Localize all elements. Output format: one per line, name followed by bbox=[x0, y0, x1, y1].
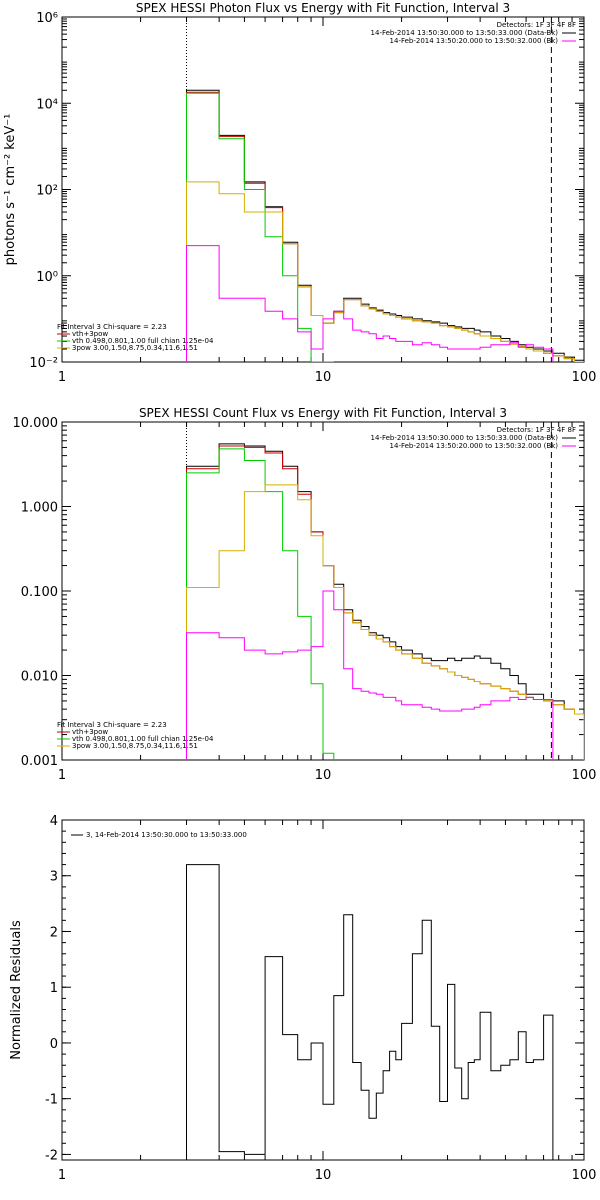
legend-entry: 3, 14-Feb-2014 13:50:30.000 to 13:50:33.… bbox=[86, 831, 247, 839]
chart-title: SPEX HESSI Photon Flux vs Energy with Fi… bbox=[136, 1, 510, 15]
y-tick-label: -2 bbox=[45, 1148, 58, 1163]
fit-info-line: 3pow 3.00,1.50,8.75,0.34,11.6,1.51 bbox=[72, 344, 198, 352]
y-tick-label: 0.010 bbox=[21, 670, 58, 685]
legend-entry: 14-Feb-2014 13:50:30.000 to 13:50:33.000… bbox=[371, 29, 559, 37]
y-tick-label: -1 bbox=[45, 1093, 58, 1108]
y-axis-label: photons s⁻¹ cm⁻² keV⁻¹ bbox=[3, 114, 18, 266]
y-tick-label: 10⁴ bbox=[36, 97, 58, 112]
y-tick-label: 10² bbox=[36, 184, 58, 199]
x-tick-label: 100 bbox=[572, 768, 597, 783]
series-group bbox=[186, 864, 554, 1160]
legend-header: Detectors: 1F 3F 4F 8F bbox=[497, 426, 576, 434]
x-tick-label: 100 bbox=[572, 370, 597, 385]
x-tick-label: 100 bbox=[572, 1168, 597, 1183]
fit-info-title: Fit Interval 3 Chi-square = 2.23 bbox=[57, 721, 167, 729]
fit-info-line: 3pow 3.00,1.50,8.75,0.34,11.6,1.51 bbox=[72, 742, 198, 750]
series-line-3 bbox=[186, 181, 584, 362]
x-tick-label: 10 bbox=[315, 768, 332, 783]
legend-entry: 14-Feb-2014 13:50:30.000 to 13:50:33.000… bbox=[371, 434, 559, 442]
series-line-3 bbox=[186, 484, 584, 760]
legend-entry: 14-Feb-2014 13:50:20.000 to 13:50:32.000… bbox=[390, 37, 559, 45]
series-line-4 bbox=[186, 245, 554, 362]
y-tick-label: 0 bbox=[50, 1037, 58, 1052]
legend-entry: 14-Feb-2014 13:50:20.000 to 13:50:32.000… bbox=[390, 442, 559, 450]
y-axis-label: Normalized Residuals bbox=[9, 920, 24, 1060]
series-group bbox=[186, 443, 584, 760]
y-tick-label: 4 bbox=[50, 814, 58, 829]
y-tick-label: 10⁶ bbox=[36, 11, 58, 26]
x-tick-label: 1 bbox=[58, 768, 66, 783]
series-line-0 bbox=[186, 864, 554, 1160]
count-flux-panel: SPEX HESSI Count Flux vs Energy with Fit… bbox=[13, 406, 597, 783]
y-tick-label: 1 bbox=[50, 981, 58, 996]
residuals-panel: 1 10 100 -2 -1 0 1 2 3 4 Normalized Residuals 3, 14… bbox=[9, 814, 596, 1183]
series-line-4 bbox=[186, 590, 554, 760]
series-group bbox=[186, 89, 584, 362]
y-tick-label: 1.000 bbox=[21, 501, 58, 516]
fit-info-title: Fit Interval 3 Chi-square = 2.23 bbox=[57, 323, 167, 331]
y-tick-label: 0.100 bbox=[21, 585, 58, 600]
x-tick-label: 1 bbox=[58, 1168, 66, 1183]
fit-info-line: vth 0.498,0.801,1.00 full chian 1.25e-04 bbox=[72, 735, 214, 743]
legend-header: Detectors: 1F 3F 4F 8F bbox=[497, 21, 576, 29]
x-tick-label: 1 bbox=[58, 370, 66, 385]
fit-info-line: vth 0.498,0.801,1.00 full chian 1.25e-04 bbox=[72, 337, 214, 345]
chart-title: SPEX HESSI Count Flux vs Energy with Fit… bbox=[139, 406, 507, 420]
photon-flux-panel: SPEX HESSI Photon Flux vs Energy with Fi… bbox=[3, 1, 596, 385]
fit-info-line: vth+3pow bbox=[72, 330, 108, 338]
y-tick-label: 10⁻² bbox=[29, 356, 58, 371]
x-tick-label: 10 bbox=[315, 370, 332, 385]
y-tick-label: 0.001 bbox=[21, 754, 58, 769]
y-tick-label: 2 bbox=[50, 925, 58, 940]
fit-info-line: vth+3pow bbox=[72, 728, 108, 736]
y-tick-label: 3 bbox=[50, 870, 58, 885]
x-tick-label: 10 bbox=[315, 1168, 332, 1183]
y-tick-label: 10.000 bbox=[13, 416, 59, 431]
y-tick-label: 10⁰ bbox=[36, 270, 58, 285]
series-line-2 bbox=[186, 448, 335, 760]
